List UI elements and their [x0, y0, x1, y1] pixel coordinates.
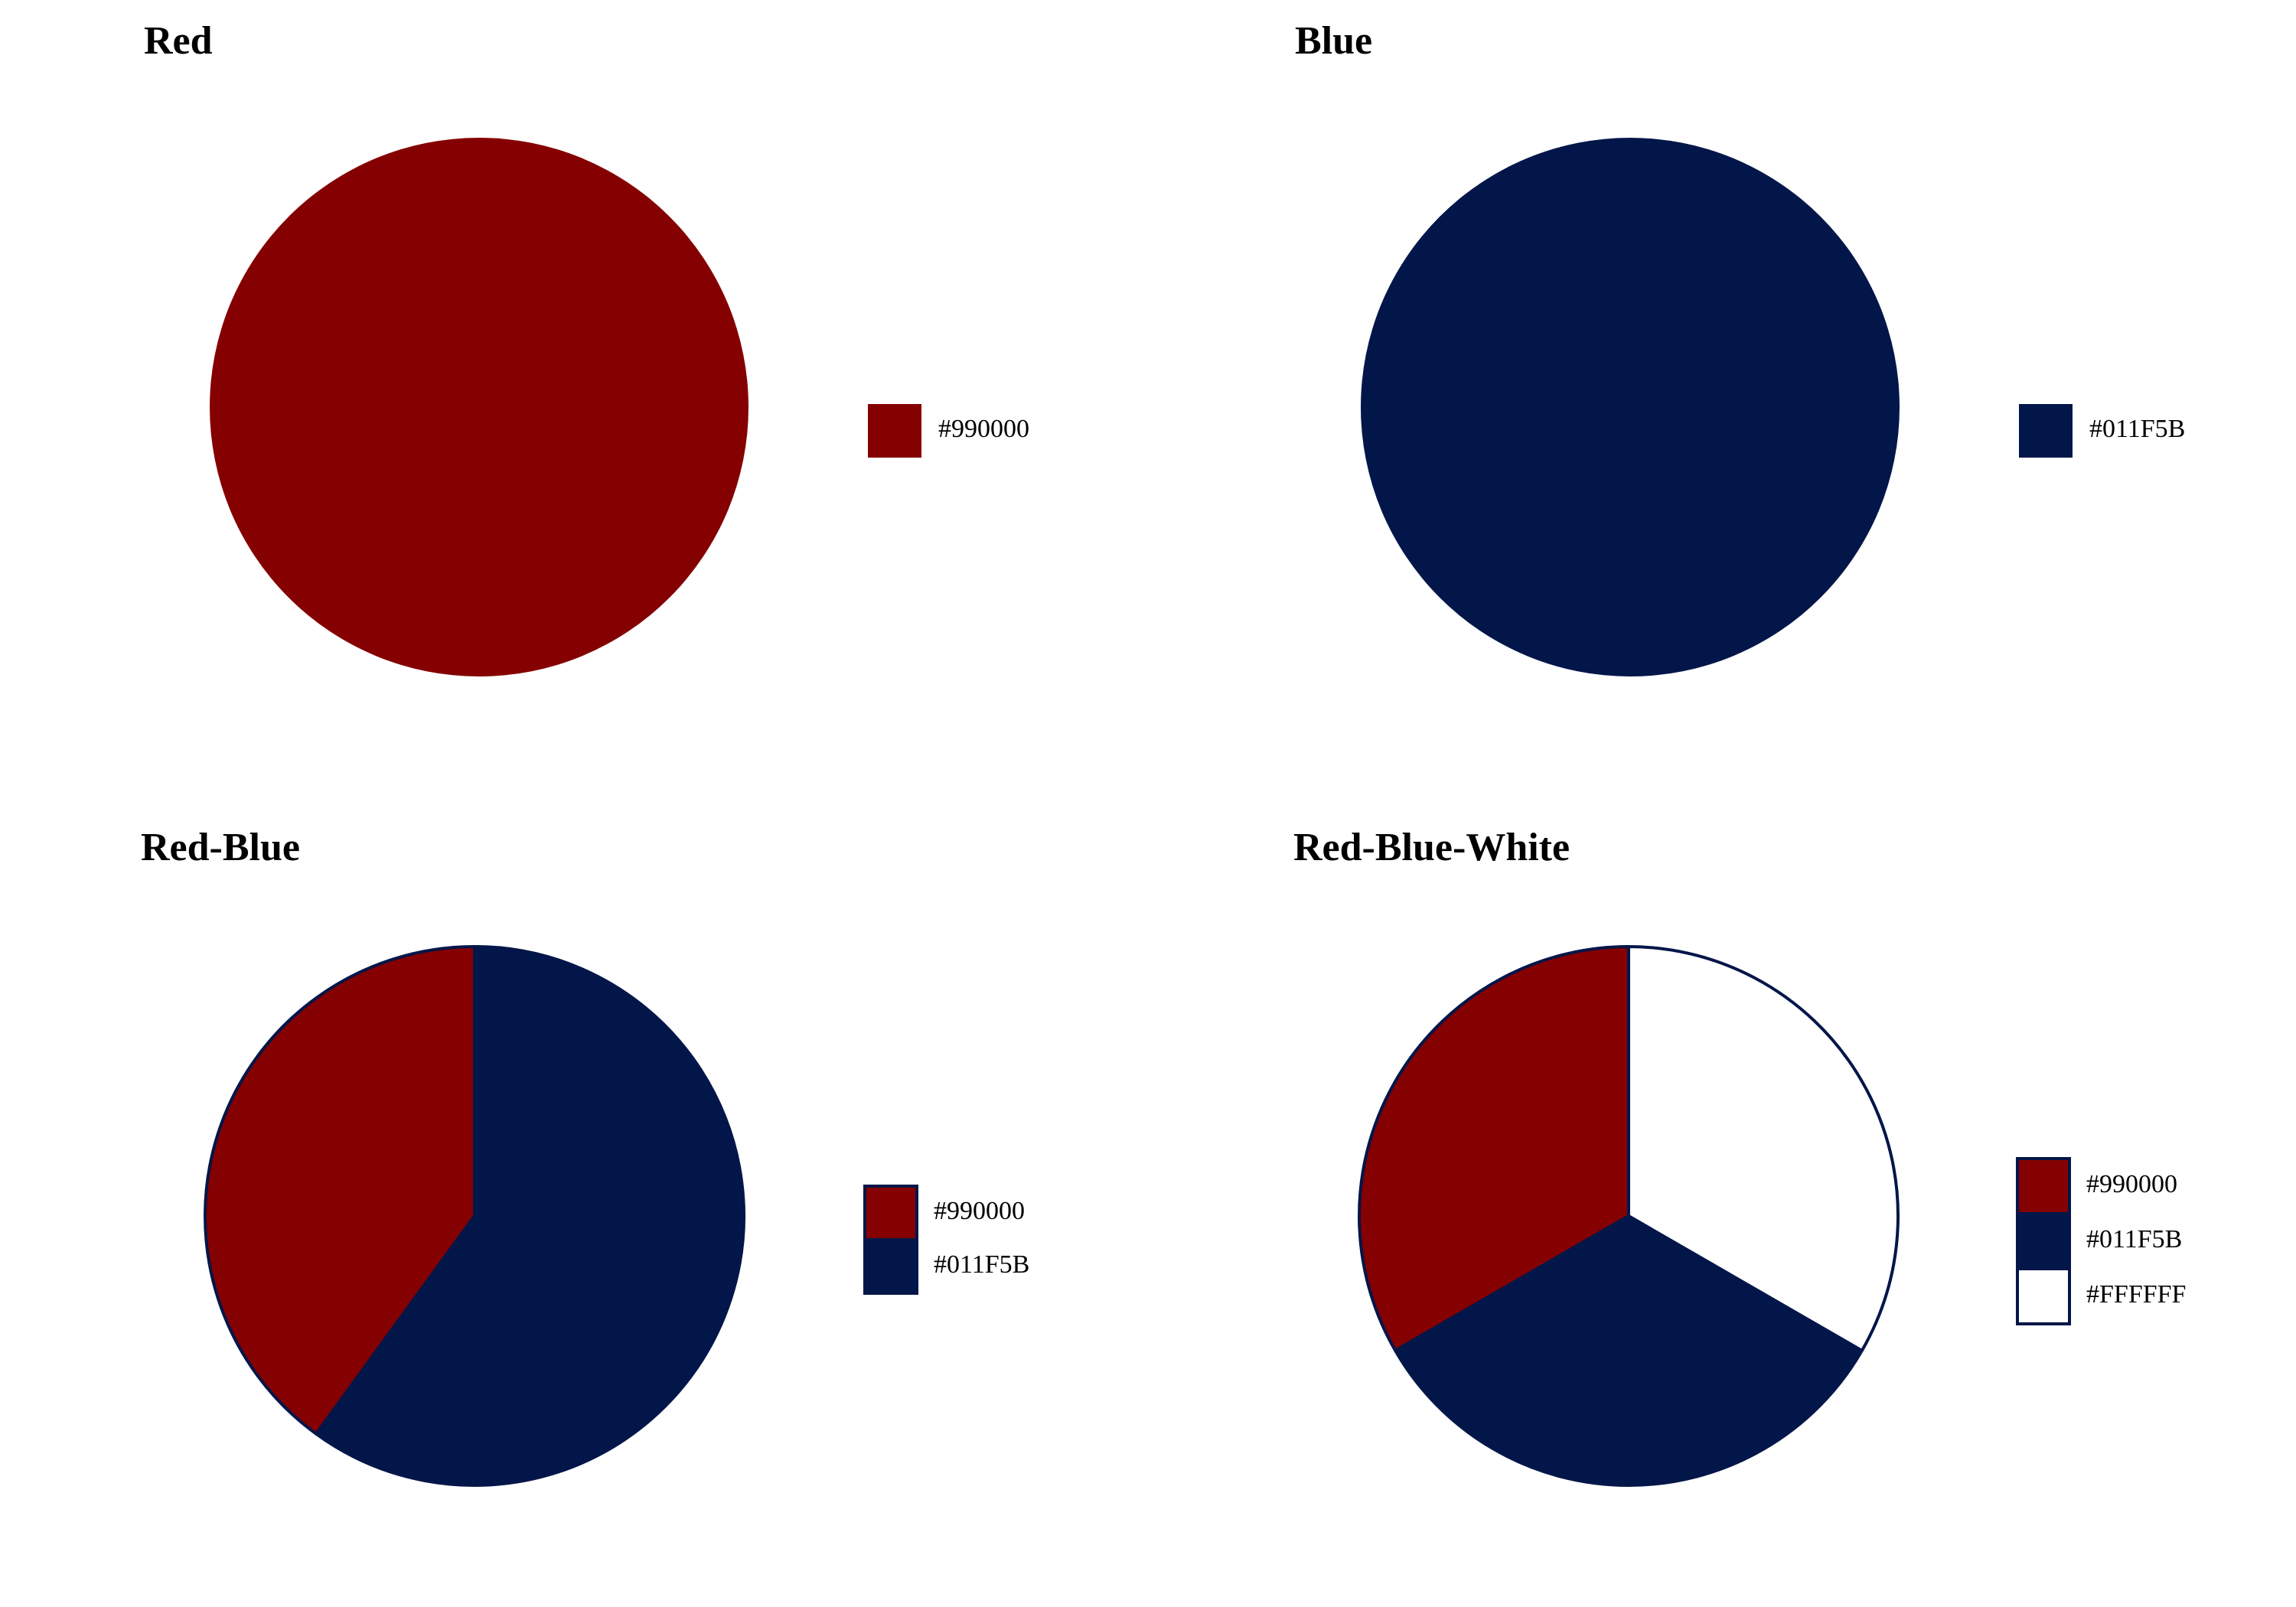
chart-panel-red-blue-white: Red-Blue-White #990000 #011F5B #FFFFFF	[1293, 826, 2186, 1488]
chart-panel-red: Red #990000	[144, 19, 1029, 676]
legend-key-ffffff	[2016, 1267, 2071, 1325]
legend-label-011f5b: #011F5B	[2086, 1225, 2182, 1253]
pie-slice-990000	[210, 138, 748, 676]
legend-key-990000	[868, 404, 921, 458]
chart-title: Red-Blue	[141, 826, 300, 869]
legend-label-ffffff: #FFFFFF	[2086, 1280, 2186, 1309]
legend-label-011f5b: #011F5B	[2089, 415, 2185, 443]
pie-slice-011f5b	[315, 945, 745, 1487]
legend-key-990000	[863, 1185, 918, 1241]
legend-label-990000: #990000	[938, 415, 1029, 443]
legend: #990000 #011F5B	[863, 1185, 1029, 1295]
legend: #011F5B	[2019, 404, 2185, 458]
chart-title: Blue	[1295, 19, 1372, 63]
legend-label-011f5b: #011F5B	[934, 1250, 1029, 1279]
pie-slice-011f5b	[1361, 138, 1900, 676]
legend-key-011f5b	[863, 1238, 918, 1295]
chart-title: Red-Blue-White	[1293, 826, 1570, 869]
pie-slice-990000	[204, 945, 476, 1436]
legend-key-011f5b	[2019, 404, 2073, 458]
legend-label-990000: #990000	[2086, 1170, 2177, 1198]
chart-panel-red-blue: Red-Blue #990000 #011F5B	[141, 826, 1029, 1487]
chart-panel-blue: Blue #011F5B	[1295, 19, 2185, 676]
pie-slice-990000	[1357, 945, 1630, 1352]
pie-slice-ffffff	[1627, 945, 1900, 1352]
legend: #990000	[868, 404, 1029, 458]
chart-title: Red	[144, 19, 213, 63]
legend-label-990000: #990000	[934, 1197, 1025, 1225]
legend-key-990000	[2016, 1157, 2071, 1215]
legend-key-011f5b	[2016, 1212, 2071, 1270]
legend: #990000 #011F5B #FFFFFF	[2016, 1157, 2186, 1325]
